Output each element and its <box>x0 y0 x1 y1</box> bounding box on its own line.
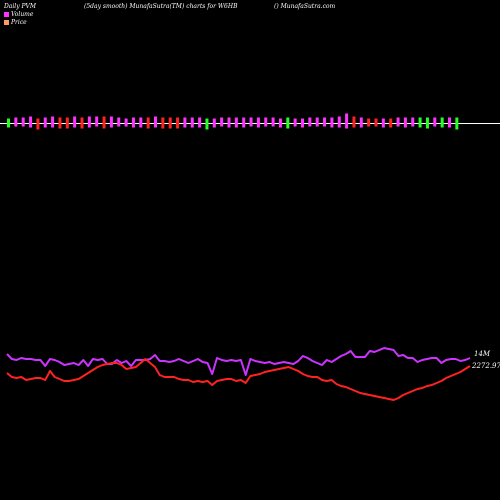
volume-bar <box>411 117 415 127</box>
volume-bar <box>43 117 47 128</box>
volume-bar <box>146 117 150 129</box>
volume-bar <box>109 116 113 128</box>
legend-price-label: Price <box>11 19 27 26</box>
volume-bar <box>256 117 260 128</box>
legend-price-swatch <box>4 20 9 25</box>
volume-bar <box>154 116 157 128</box>
price-value-label: 2272.97 <box>472 362 500 370</box>
volume-bar <box>374 118 378 127</box>
volume-bar <box>220 117 224 127</box>
volume-bar <box>418 117 422 128</box>
site-credit: () MunafaSutra.com <box>274 3 336 10</box>
volume-bar <box>51 116 55 128</box>
volume-bar <box>352 116 356 128</box>
volume-bar <box>345 113 349 129</box>
volume-bar <box>168 117 172 129</box>
volume-bar <box>212 118 216 128</box>
volume-bar <box>403 117 407 128</box>
volume-bar <box>242 117 246 128</box>
volume-bar <box>117 117 121 127</box>
volume-bar <box>73 116 77 128</box>
volume-bar <box>323 117 327 127</box>
volume-bar <box>330 117 334 128</box>
volume-bar <box>21 117 25 127</box>
chart-subtitle: (5day smooth) MunafaSutra(TM) charts for… <box>84 3 238 10</box>
legend-volume-swatch <box>4 12 9 17</box>
volume-bar <box>264 117 268 127</box>
volume-bar <box>95 116 99 127</box>
volume-bar <box>337 116 341 128</box>
volume-bar <box>455 117 459 130</box>
volume-bar <box>176 117 180 129</box>
volume-bar <box>14 117 18 127</box>
volume-bar <box>308 117 312 127</box>
volume-bar <box>36 118 40 130</box>
volume-bar <box>131 117 135 128</box>
legend-price: Price <box>4 19 27 26</box>
price-line <box>6 358 471 401</box>
volume-bar <box>65 117 69 129</box>
volume-bar <box>315 117 319 127</box>
volume-bar <box>381 118 385 128</box>
volume-bar <box>278 118 282 128</box>
volume-bar <box>80 117 84 129</box>
legend-volume-label: Volume <box>11 11 34 18</box>
volume-bar <box>286 117 290 129</box>
volume-line <box>6 347 471 376</box>
volume-bar <box>448 117 451 128</box>
volume-bar <box>359 117 363 128</box>
volume-bar <box>183 117 187 128</box>
volume-bar <box>198 117 202 128</box>
volume-bar <box>124 118 128 127</box>
volume-bar <box>249 117 253 127</box>
legend-volume: Volume <box>4 11 33 18</box>
volume-bar <box>227 117 231 128</box>
volume-bar <box>87 116 91 128</box>
volume-bar <box>7 118 10 128</box>
volume-bar <box>271 117 275 127</box>
volume-bar <box>161 117 165 129</box>
volume-bar <box>389 118 393 128</box>
volume-bar <box>102 116 106 129</box>
volume-bar <box>29 116 33 128</box>
volume-bar <box>425 117 429 129</box>
volume-bar <box>396 117 400 127</box>
volume-bar <box>234 117 238 128</box>
volume-bar <box>367 118 371 127</box>
volume-bar <box>433 117 437 127</box>
volume-bar <box>301 118 304 128</box>
volume-bar <box>205 118 209 130</box>
volume-value-label: 14M <box>474 350 491 358</box>
volume-bar <box>58 117 62 129</box>
chart-title: Daily PVM <box>4 3 37 10</box>
volume-bar <box>139 117 143 128</box>
volume-bar <box>293 118 297 127</box>
volume-bar <box>190 117 194 128</box>
volume-bar <box>440 117 444 128</box>
